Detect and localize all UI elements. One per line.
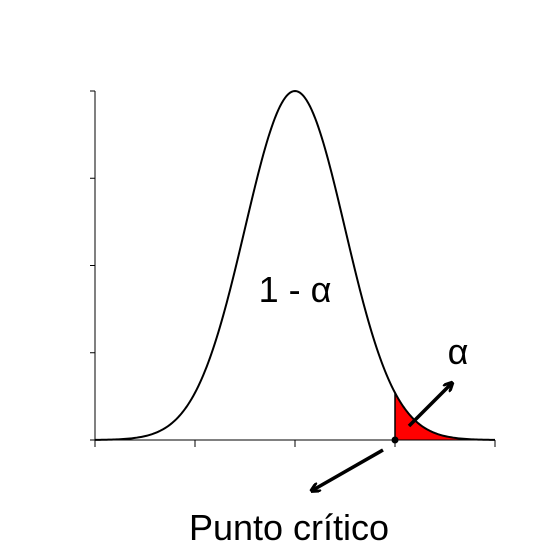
alpha-arrow bbox=[407, 384, 451, 428]
tail-region bbox=[395, 392, 495, 440]
critical-point-label: Punto crítico bbox=[189, 507, 389, 548]
density-curve bbox=[94, 89, 496, 441]
critical-point-dot bbox=[391, 436, 399, 444]
critical-point-arrow bbox=[313, 448, 384, 490]
tail-label: α bbox=[448, 331, 469, 372]
center-label: 1 - α bbox=[259, 269, 332, 310]
